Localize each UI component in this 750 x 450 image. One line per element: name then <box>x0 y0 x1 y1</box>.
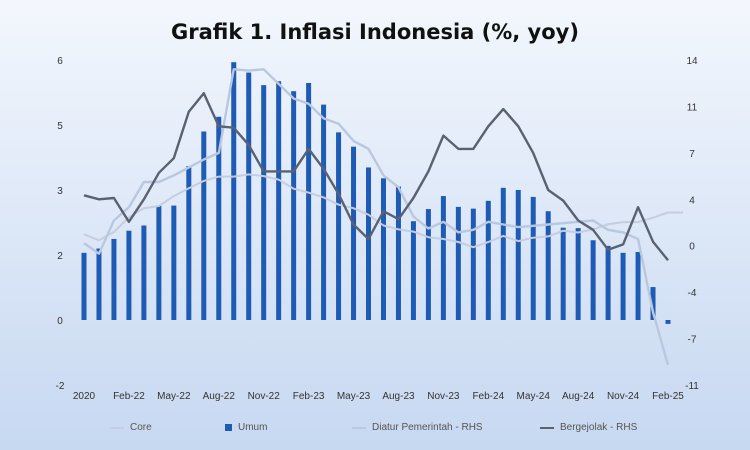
umum-bar <box>231 62 237 321</box>
x-tick-label: May-24 <box>517 391 551 402</box>
x-tick-label: Aug-23 <box>382 391 415 402</box>
legend-item-diatur: Diatur Pemerintah - RHS <box>352 422 483 433</box>
umum-bar <box>111 238 117 320</box>
x-tick-label: Aug-22 <box>203 391 236 402</box>
right-tick-label: 4 <box>689 195 695 206</box>
legend-swatch-umum <box>225 424 232 431</box>
umum-bar <box>321 104 327 320</box>
umum-bar <box>276 81 282 320</box>
umum-bar <box>141 225 147 320</box>
x-tick-label: Feb-24 <box>472 391 504 402</box>
umum-bar <box>650 287 656 320</box>
left-tick-label: 0 <box>57 316 63 327</box>
legend-label-bergejolak: Bergejolak - RHS <box>560 422 638 433</box>
x-tick-label: May-22 <box>157 391 191 402</box>
umum-bar <box>575 228 581 320</box>
umum-bar <box>336 132 342 320</box>
diatur-pemerintah-line <box>83 68 670 366</box>
umum-bar <box>635 251 641 320</box>
umum-bar <box>186 166 192 320</box>
umum-bars <box>81 62 671 324</box>
right-tick-label: -4 <box>688 288 697 299</box>
umum-bar <box>485 200 491 320</box>
left-tick-label: -2 <box>56 381 65 392</box>
legend-swatch-diatur <box>352 426 366 429</box>
left-tick-label: 5 <box>57 121 63 132</box>
left-tick-label: 3 <box>57 186 63 197</box>
umum-bar <box>560 227 566 320</box>
umum-bar <box>96 248 102 320</box>
umum-bar <box>620 252 626 320</box>
x-tick-label: Aug-24 <box>562 391 595 402</box>
chart-title: Grafik 1. Inflasi Indonesia (%, yoy) <box>171 20 579 44</box>
right-tick-label: 0 <box>689 242 695 253</box>
umum-bar <box>410 221 416 320</box>
umum-bar <box>201 131 207 320</box>
umum-bar <box>291 91 297 320</box>
legend-swatch-bergejolak <box>540 426 554 429</box>
bergejolak-line <box>83 91 669 262</box>
x-tick-label: Nov-23 <box>427 391 460 402</box>
umum-bar <box>156 205 162 320</box>
umum-bar <box>530 196 536 320</box>
umum-bar <box>500 187 506 320</box>
x-tick-label: Feb-25 <box>652 391 684 402</box>
legend-item-bergejolak: Bergejolak - RHS <box>540 422 637 433</box>
umum-bar <box>366 167 372 320</box>
right-tick-label: -11 <box>685 381 699 392</box>
umum-bar <box>246 72 252 320</box>
umum-bar <box>261 85 267 320</box>
right-axis: 14 11 7 4 0 -4 -7 -11 <box>685 56 699 392</box>
umum-bar <box>605 245 611 320</box>
right-tick-label: 14 <box>686 56 698 67</box>
x-axis: 2020 Feb-22 May-22 Aug-22 Nov-22 Feb-23 May-23… <box>73 391 684 402</box>
legend-item-core: Core <box>110 422 152 433</box>
x-tick-label: Nov-22 <box>248 391 281 402</box>
umum-bar <box>440 196 446 320</box>
umum-bar <box>380 178 386 320</box>
x-tick-label: May-23 <box>337 391 371 402</box>
umum-bar <box>126 230 132 320</box>
umum-bar <box>515 190 521 320</box>
right-tick-label: 11 <box>687 102 698 113</box>
x-tick-label: 2020 <box>73 391 96 402</box>
umum-bar <box>171 205 177 320</box>
left-tick-label: 6 <box>57 56 63 67</box>
umum-bar <box>81 252 87 320</box>
umum-bar <box>306 82 312 320</box>
x-tick-label: Feb-22 <box>113 391 145 402</box>
right-tick-label: 7 <box>689 149 695 160</box>
umum-bar <box>351 146 357 320</box>
umum-bar <box>665 320 671 324</box>
right-tick-label: -7 <box>688 335 697 346</box>
umum-bar <box>470 208 476 320</box>
umum-bar <box>395 186 401 320</box>
umum-bar <box>216 116 222 321</box>
umum-bar <box>590 240 596 320</box>
x-tick-label: Feb-23 <box>293 391 325 402</box>
legend-label-umum: Umum <box>238 422 268 433</box>
x-tick-label: Nov-24 <box>607 391 640 402</box>
legend-label-core: Core <box>130 422 152 433</box>
legend: Core Umum Diatur Pemerintah - RHS Bergej… <box>0 418 750 442</box>
left-tick-label: 2 <box>57 251 63 262</box>
legend-swatch-core <box>110 426 124 429</box>
series-lines <box>83 68 683 366</box>
legend-label-diatur: Diatur Pemerintah - RHS <box>372 422 483 433</box>
core-line <box>83 173 683 249</box>
umum-bar <box>545 211 551 320</box>
left-axis: 6 5 3 2 0 -2 <box>56 56 65 392</box>
umum-bar <box>425 209 431 320</box>
umum-bar <box>455 206 461 320</box>
legend-item-umum: Umum <box>225 422 267 433</box>
